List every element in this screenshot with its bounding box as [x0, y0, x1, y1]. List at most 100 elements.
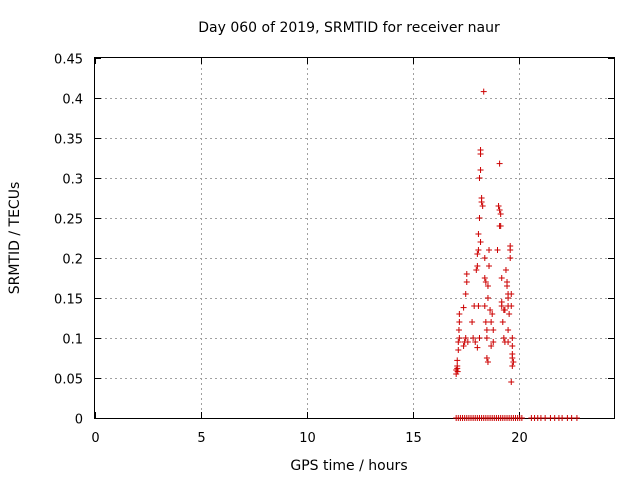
data-point: [455, 327, 462, 333]
data-point: [475, 247, 482, 253]
data-point: [454, 368, 461, 375]
x-tick-label: 0: [91, 431, 99, 446]
data-point: [508, 291, 515, 297]
data-point: [488, 319, 495, 325]
data-point: [487, 307, 494, 313]
data-point: [481, 255, 488, 261]
data-point: [497, 223, 504, 229]
data-point: [483, 355, 490, 361]
data-point: [456, 319, 463, 325]
data-point: [494, 247, 501, 253]
data-point: [481, 275, 488, 281]
data-point: [510, 359, 517, 365]
y-tick-label: 0.3: [62, 173, 83, 188]
data-point: [508, 303, 515, 309]
x-tick-label: 5: [197, 431, 205, 446]
data-point: [464, 339, 471, 345]
data-point: [472, 339, 479, 345]
data-point: [475, 303, 482, 309]
data-point: [490, 339, 497, 345]
data-point: [463, 271, 470, 277]
data-point: [509, 363, 516, 369]
data-point: [504, 279, 511, 285]
y-tick-label: 0.35: [54, 133, 83, 148]
plot-frame: [94, 57, 615, 419]
data-point: [499, 319, 506, 325]
data-points: [453, 88, 580, 421]
data-point: [456, 311, 463, 317]
data-point: [496, 160, 503, 167]
data-point: [454, 357, 461, 364]
data-point: [460, 343, 467, 349]
x-axis: 0 5 10 15 20: [91, 58, 528, 446]
data-point: [473, 267, 480, 273]
data-point: [484, 283, 491, 289]
data-point: [490, 327, 497, 333]
chart-title: Day 060 of 2019, SRMTID for receiver nau…: [198, 20, 500, 36]
data-point: [455, 347, 462, 353]
data-point: [498, 303, 505, 309]
data-point: [508, 379, 515, 385]
x-axis-label: GPS time / hours: [290, 458, 407, 474]
data-point: [455, 339, 462, 345]
x-tick-label: 20: [511, 431, 528, 446]
data-point: [474, 263, 481, 269]
data-point: [474, 251, 481, 257]
data-point: [509, 355, 516, 361]
data-point: [479, 203, 486, 209]
data-point: [573, 415, 580, 421]
data-point: [482, 319, 489, 325]
data-point: [509, 343, 516, 349]
data-point: [477, 167, 484, 173]
data-point: [480, 88, 487, 95]
data-point: [507, 255, 514, 261]
data-point: [486, 263, 493, 269]
data-point: [477, 239, 484, 245]
data-point: [568, 415, 575, 421]
data-point: [506, 311, 513, 317]
data-point: [470, 335, 477, 341]
data-point: [476, 175, 483, 181]
data-point: [489, 311, 496, 317]
data-point: [497, 211, 504, 217]
data-point: [496, 207, 503, 213]
data-point: [518, 415, 525, 421]
y-axis: 0 0.05 0.1 0.15 0.2 0.25 0.3 0.35 0.4 0.45: [54, 53, 614, 428]
y-tick-label: 0.05: [54, 373, 83, 388]
data-point: [476, 335, 483, 341]
data-point: [505, 339, 512, 345]
x-tick-label: 10: [299, 431, 316, 446]
x-tick-label: 15: [405, 431, 422, 446]
y-tick-label: 0: [75, 413, 83, 428]
data-point: [484, 359, 491, 365]
data-point: [501, 307, 508, 313]
data-point: [475, 231, 482, 237]
y-axis-label: SRMTID / TECUs: [7, 182, 23, 295]
data-point: [460, 304, 467, 311]
data-point: [456, 335, 463, 341]
data-point: [488, 343, 495, 349]
data-point: [454, 363, 461, 369]
y-tick-label: 0.25: [54, 213, 83, 228]
y-tick-label: 0.15: [54, 293, 83, 308]
data-point: [502, 267, 509, 273]
data-point: [505, 327, 512, 333]
data-point: [469, 319, 476, 325]
data-point: [462, 291, 469, 297]
data-point: [462, 335, 469, 341]
data-point: [507, 243, 514, 249]
data-point: [463, 279, 470, 285]
data-point: [500, 335, 507, 341]
data-point: [478, 195, 485, 201]
data-point: [542, 415, 549, 421]
y-tick-label: 0.2: [62, 253, 83, 268]
grid: [95, 58, 614, 418]
y-tick-label: 0.45: [54, 53, 83, 68]
y-tick-label: 0.4: [62, 93, 83, 108]
data-point: [477, 147, 484, 153]
data-point: [481, 303, 488, 309]
data-point: [498, 275, 505, 281]
y-tick-label: 0.1: [62, 333, 83, 348]
data-point: [482, 279, 489, 285]
